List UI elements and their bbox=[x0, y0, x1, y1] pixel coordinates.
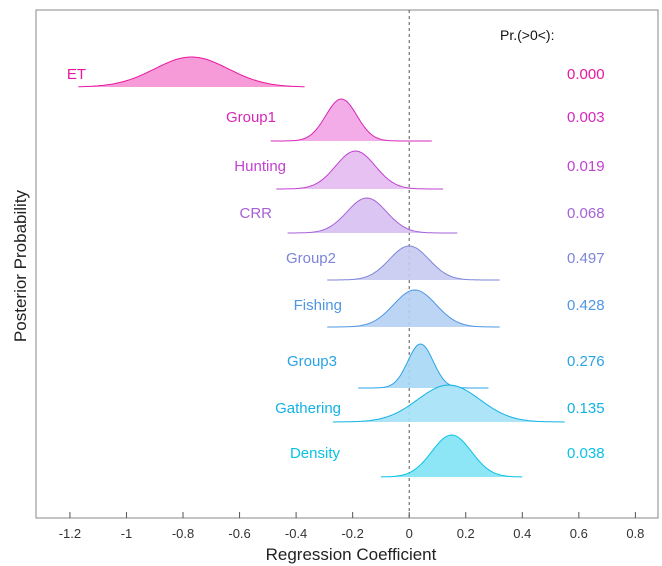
ridge-outline-fishing bbox=[327, 289, 500, 328]
ridge-group2 bbox=[327, 246, 500, 280]
x-tick-label: -0.6 bbox=[228, 526, 250, 541]
ridge-outline-group2 bbox=[327, 245, 500, 281]
prob-value-group3: 0.276 bbox=[567, 353, 605, 370]
probability-labels: 0.000 0.003 0.019 0.068 0.497 0.428 0.276 0.135… bbox=[567, 66, 605, 462]
ridge-outline-group1 bbox=[270, 98, 432, 142]
ridge-et bbox=[78, 57, 305, 87]
ridge-group3 bbox=[358, 344, 489, 388]
x-axis-title: Regression Coefficient bbox=[266, 545, 437, 564]
ridges bbox=[78, 56, 565, 478]
series-label-fishing: Fishing bbox=[294, 297, 342, 314]
x-tick-label: -0.2 bbox=[341, 526, 363, 541]
prob-value-group1: 0.003 bbox=[567, 109, 605, 126]
prob-header: Pr.(>0<): bbox=[500, 27, 554, 43]
series-label-hunting: Hunting bbox=[234, 158, 286, 175]
ridge-gathering bbox=[332, 385, 565, 422]
series-label-et: ET bbox=[67, 66, 86, 83]
ridge-fishing bbox=[327, 290, 500, 327]
x-tick-label: -1.2 bbox=[59, 526, 81, 541]
series-label-gathering: Gathering bbox=[275, 400, 341, 417]
x-tick-label: 0.6 bbox=[570, 526, 588, 541]
x-tick-label: 0.4 bbox=[513, 526, 531, 541]
ridge-outline-et bbox=[78, 56, 305, 88]
x-tick-label: 0.2 bbox=[457, 526, 475, 541]
series-label-crr: CRR bbox=[240, 205, 273, 222]
prob-value-crr: 0.068 bbox=[567, 205, 605, 222]
prob-value-et: 0.000 bbox=[567, 66, 605, 83]
x-tick-label: -0.4 bbox=[285, 526, 307, 541]
ridge-hunting bbox=[276, 151, 444, 189]
prob-value-group2: 0.497 bbox=[567, 250, 605, 267]
y-axis-title: Posterior Probability bbox=[11, 189, 30, 342]
ridge-crr bbox=[287, 198, 458, 233]
ridge-group1 bbox=[270, 99, 432, 141]
prob-value-fishing: 0.428 bbox=[567, 297, 605, 314]
prob-value-hunting: 0.019 bbox=[567, 158, 605, 175]
plot-frame bbox=[35, 9, 659, 519]
prob-value-density: 0.038 bbox=[567, 445, 605, 462]
prob-value-gathering: 0.135 bbox=[567, 400, 605, 417]
x-tick-label: 0 bbox=[406, 526, 413, 541]
ridge-outline-hunting bbox=[276, 150, 444, 190]
category-labels: ET Group1 Hunting CRR Group2 Fishing Group3 Gat… bbox=[67, 66, 342, 462]
series-label-group1: Group1 bbox=[226, 109, 276, 126]
series-label-density: Density bbox=[290, 445, 341, 462]
series-label-group3: Group3 bbox=[287, 353, 337, 370]
x-axis-ticks: -1.2 -1 -0.8 -0.6 -0.4 -0.2 0 0.2 0.4 0.6 0.8 bbox=[59, 512, 644, 541]
x-tick-label: -0.8 bbox=[172, 526, 194, 541]
ridge-outline-group3 bbox=[358, 343, 489, 389]
ridge-outline-density bbox=[380, 434, 523, 478]
series-label-group2: Group2 bbox=[286, 250, 336, 267]
x-tick-label: -1 bbox=[121, 526, 133, 541]
ridge-density bbox=[380, 435, 523, 477]
ridge-outline-gathering bbox=[332, 384, 565, 423]
x-tick-label: 0.8 bbox=[626, 526, 644, 541]
ridge-outline-crr bbox=[287, 197, 458, 234]
